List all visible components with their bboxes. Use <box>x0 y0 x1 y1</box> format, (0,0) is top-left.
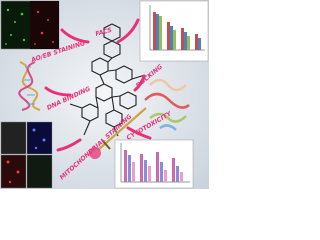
ao-eb-image <box>0 0 60 50</box>
dna-helix <box>18 61 41 111</box>
molecule <box>69 23 146 137</box>
arrows <box>44 18 152 152</box>
docking-image <box>144 78 190 131</box>
graphical-abstract: AO/EB STAINING FACS DNA BINDING DOCKING … <box>0 0 209 189</box>
sword <box>89 107 147 159</box>
cell-viability-chart <box>139 0 209 62</box>
label-facs: FACS <box>95 27 114 38</box>
mito-images <box>0 121 53 189</box>
cytotoxicity-chart <box>114 139 194 189</box>
